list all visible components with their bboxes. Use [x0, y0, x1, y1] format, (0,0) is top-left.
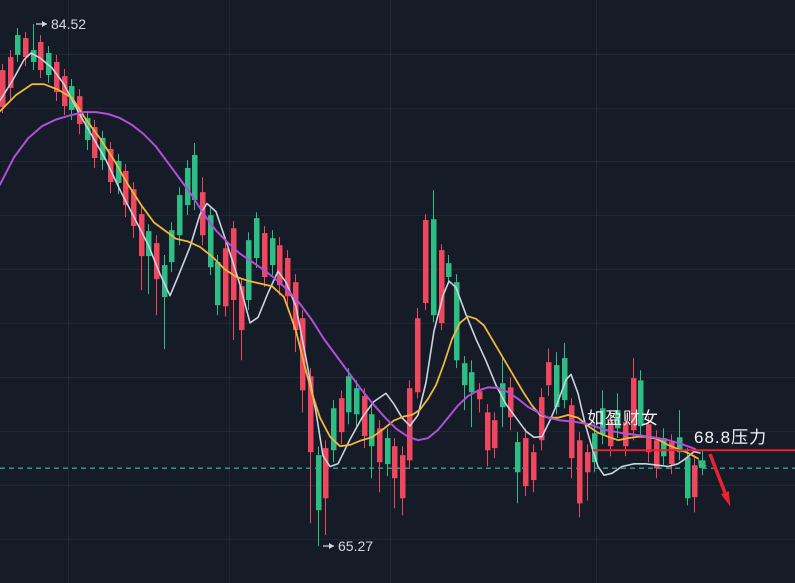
candle-body [423, 220, 429, 304]
candle-body [677, 437, 683, 453]
candle-body [308, 376, 314, 453]
candle-body [400, 455, 406, 499]
candle-body [31, 50, 37, 62]
high-price-label[interactable]: 84.52 [51, 16, 87, 32]
candle-body [600, 408, 606, 435]
candle-body [239, 286, 245, 331]
candle-body [354, 388, 360, 415]
candle-body [469, 372, 475, 393]
candle-body [531, 452, 537, 481]
candle-body [139, 214, 145, 257]
candle-body [169, 230, 175, 263]
candle-body [654, 440, 660, 469]
candle-body [415, 318, 421, 393]
candle-body [154, 243, 160, 280]
candle-body [569, 405, 575, 459]
candle-body [592, 433, 598, 463]
candle-body [431, 219, 437, 316]
candle-body [223, 248, 229, 307]
candle-body [62, 76, 68, 107]
candle-body [577, 440, 583, 504]
candle-body [608, 422, 614, 447]
candle-body [262, 233, 268, 278]
candle-body [0, 70, 6, 107]
down-arrow-head[interactable] [721, 491, 731, 507]
candle-body [339, 398, 345, 433]
candle-body [554, 365, 560, 408]
candle-body [685, 457, 691, 499]
low-price-label[interactable]: 65.27 [338, 538, 374, 554]
candle-body [546, 362, 552, 386]
candle-body [500, 383, 506, 408]
fast-ma-line [0, 52, 701, 477]
candle-body [270, 238, 276, 266]
candle-body [316, 455, 322, 511]
candle-body [23, 38, 29, 58]
candle-body [331, 408, 337, 451]
candle-body [669, 442, 675, 465]
candle-body [485, 412, 491, 451]
candle-body [192, 154, 198, 200]
candle-body [407, 388, 413, 461]
candle-body [323, 448, 329, 499]
candle-body [523, 438, 529, 487]
candle-body [8, 57, 14, 88]
down-arrow-shaft[interactable] [708, 453, 729, 499]
candle-body [638, 380, 644, 427]
candle-body [646, 424, 652, 453]
candle-body [246, 240, 252, 301]
candle-body [300, 318, 306, 391]
candle-body [615, 410, 621, 429]
teal-end-marker-icon [698, 459, 707, 468]
slow-ma-line [0, 111, 696, 450]
candle-body [692, 465, 698, 498]
candle-body [54, 61, 60, 93]
candle-body [46, 53, 52, 75]
candle-body [15, 35, 21, 55]
candle-body [477, 391, 483, 400]
candle-body [346, 376, 352, 413]
candle-body [108, 149, 114, 183]
candle-body [369, 414, 375, 447]
candle-body [454, 282, 460, 361]
candle-body [100, 137, 106, 161]
candle-body [177, 195, 183, 236]
lbl-low-arrowhead [329, 543, 334, 549]
candle-body [254, 218, 260, 259]
candle-body [446, 263, 452, 278]
candle-body [377, 428, 383, 463]
candle-body [131, 189, 137, 227]
candle-body [185, 167, 191, 206]
candle-body [277, 245, 283, 286]
candle-body [585, 452, 591, 473]
candle-body [631, 378, 637, 431]
candle-body [508, 387, 514, 418]
candle-body [492, 420, 498, 449]
candle-body [462, 363, 468, 386]
resistance-label[interactable]: 68.8压力 [694, 428, 768, 447]
candle-body [208, 215, 214, 268]
candle-body [515, 442, 521, 473]
candle-body [385, 438, 391, 465]
candle-body [661, 438, 667, 457]
candle-body [562, 358, 568, 401]
candle-body [123, 170, 129, 206]
candle-body [38, 41, 44, 71]
candle-body [439, 250, 445, 324]
candle-body [92, 127, 98, 158]
watermark-text: 如盈财女 [587, 409, 659, 428]
candle-body [362, 396, 368, 437]
candle-body [146, 231, 152, 257]
candle-body [116, 160, 122, 183]
candle-body [392, 446, 398, 479]
candle-body [162, 265, 168, 298]
candle-body [285, 258, 291, 297]
candle-body [539, 397, 545, 441]
lbl-high-arrowhead [42, 21, 47, 27]
candle-body [215, 262, 221, 306]
